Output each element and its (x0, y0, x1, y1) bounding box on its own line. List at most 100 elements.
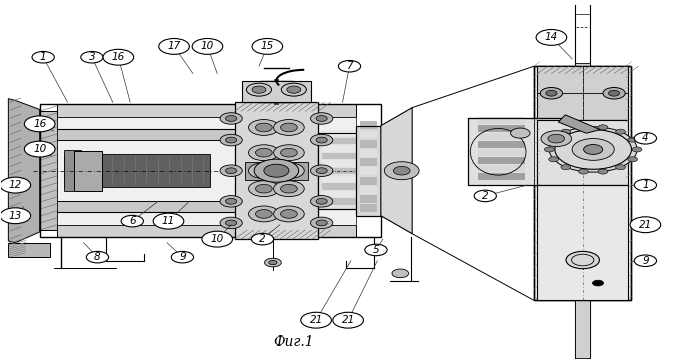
Circle shape (249, 206, 279, 222)
Circle shape (572, 139, 614, 160)
Bar (40, 104, 381, 237)
Bar (322, 160, 377, 167)
Circle shape (628, 157, 637, 162)
Circle shape (598, 125, 608, 130)
Text: 9: 9 (179, 252, 186, 262)
Bar (40, 111, 57, 230)
Circle shape (273, 181, 304, 197)
Text: 21: 21 (639, 220, 652, 230)
Circle shape (81, 52, 103, 63)
Circle shape (32, 52, 55, 63)
Bar (360, 121, 377, 129)
Text: 13: 13 (8, 211, 22, 221)
Circle shape (310, 196, 333, 207)
Bar (478, 173, 525, 180)
Circle shape (226, 199, 237, 204)
Circle shape (316, 168, 327, 174)
Circle shape (536, 29, 567, 45)
Bar (75, 151, 102, 191)
Bar (538, 120, 628, 185)
Circle shape (545, 147, 554, 152)
Circle shape (593, 280, 604, 286)
Circle shape (561, 165, 570, 170)
Circle shape (226, 220, 237, 226)
Circle shape (310, 217, 333, 229)
Circle shape (280, 123, 297, 132)
Bar (57, 117, 356, 225)
Circle shape (598, 169, 608, 174)
Circle shape (579, 169, 589, 174)
Text: 10: 10 (201, 41, 214, 52)
Text: 2: 2 (482, 191, 489, 201)
Bar (478, 165, 525, 172)
Circle shape (24, 116, 55, 132)
Circle shape (628, 137, 637, 142)
Bar (75, 151, 102, 191)
Circle shape (192, 38, 223, 54)
Circle shape (0, 208, 31, 224)
Circle shape (256, 184, 272, 193)
Circle shape (301, 312, 331, 328)
Text: 17: 17 (168, 41, 180, 52)
Circle shape (256, 123, 272, 132)
Circle shape (392, 269, 409, 278)
Circle shape (121, 215, 143, 227)
Text: Фиг.1: Фиг.1 (273, 335, 314, 349)
Bar (242, 81, 311, 102)
Bar (478, 149, 525, 156)
Bar (360, 186, 377, 194)
Bar (322, 138, 377, 144)
Bar (468, 118, 563, 185)
Text: 5: 5 (373, 245, 380, 255)
Bar (360, 131, 377, 138)
Circle shape (549, 157, 559, 162)
Polygon shape (381, 108, 412, 234)
Bar (322, 168, 377, 175)
Text: 15: 15 (261, 41, 274, 52)
Circle shape (273, 145, 304, 160)
Circle shape (273, 119, 304, 135)
Circle shape (394, 166, 410, 175)
Bar (478, 125, 525, 132)
Circle shape (256, 209, 272, 218)
Bar (356, 126, 381, 216)
Bar (57, 225, 356, 237)
Text: 3: 3 (89, 52, 95, 62)
Text: 16: 16 (112, 52, 125, 62)
Text: 4: 4 (642, 133, 649, 143)
Bar (478, 141, 525, 148)
Bar (64, 150, 82, 191)
Circle shape (273, 206, 304, 222)
Text: 21: 21 (310, 315, 323, 325)
Bar (575, 63, 591, 66)
Circle shape (24, 141, 55, 157)
Circle shape (226, 168, 237, 174)
Bar (360, 158, 377, 166)
Circle shape (252, 38, 282, 54)
Circle shape (603, 87, 625, 99)
Circle shape (630, 217, 661, 233)
Bar (322, 199, 377, 205)
Text: 16: 16 (33, 119, 46, 129)
Circle shape (310, 113, 333, 124)
Bar (478, 157, 525, 164)
Text: 12: 12 (8, 180, 22, 190)
Bar (356, 126, 381, 216)
Circle shape (226, 115, 237, 121)
Circle shape (268, 260, 277, 265)
Circle shape (634, 255, 656, 266)
Circle shape (171, 252, 194, 263)
Text: 6: 6 (129, 216, 136, 226)
Bar (57, 129, 235, 140)
Circle shape (634, 179, 656, 191)
Text: 2: 2 (259, 234, 266, 244)
Circle shape (249, 145, 279, 160)
Circle shape (579, 125, 589, 130)
Circle shape (280, 148, 297, 157)
Circle shape (247, 83, 271, 96)
Text: 1: 1 (642, 180, 649, 190)
Circle shape (310, 165, 333, 176)
Circle shape (316, 137, 327, 143)
Bar (322, 176, 377, 182)
Circle shape (252, 233, 273, 245)
